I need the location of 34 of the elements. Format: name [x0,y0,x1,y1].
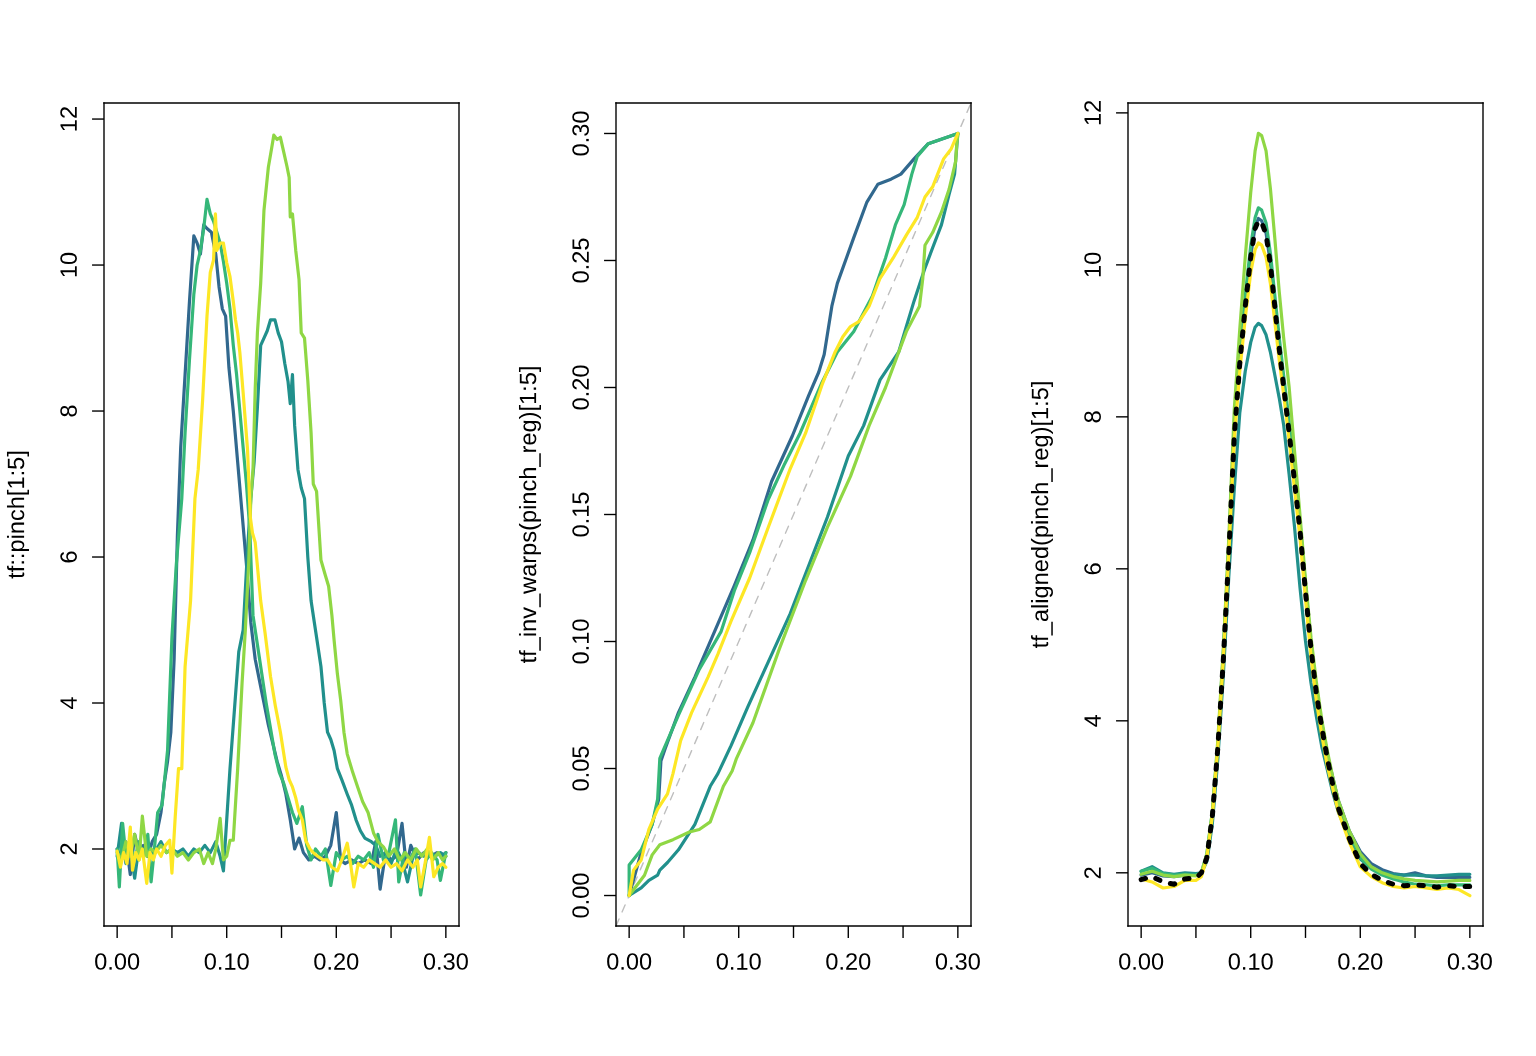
y-tick-label: 10 [60,252,77,277]
y-tick-label: 0.30 [572,111,589,156]
y-axis-title: tf_inv_warps(pinch_reg)[1:5] [518,367,541,664]
y-tick-label: 12 [1084,100,1101,125]
y-tick-label: 6 [60,551,77,563]
x-tick-label: 0.00 [1119,953,1164,970]
y-axis-title: tf::pinch[1:5] [6,451,29,579]
x-tick-label: 0.20 [1338,953,1383,970]
x-tick-label: 0.10 [716,953,761,970]
y-tick-label: 12 [60,107,77,131]
x-tick-label: 0.20 [314,953,359,970]
y-tick-label: 2 [1084,867,1101,879]
y-tick-label: 0.00 [572,873,589,918]
x-tick-label: 0.20 [826,953,871,970]
x-tick-label: 0.30 [935,953,980,970]
y-tick-label: 4 [1084,714,1101,727]
y-axis-title: tf_aligned(pinch_reg)[1:5] [1030,382,1053,649]
x-tick-label: 0.10 [1228,953,1273,970]
y-tick-label: 2 [60,843,77,855]
x-tick-label: 0.30 [1447,953,1492,970]
y-tick-label: 0.20 [572,365,589,410]
x-tick-label: 0.10 [204,953,249,970]
y-tick-label: 0.15 [572,492,589,537]
y-tick-label: 0.10 [572,619,589,664]
x-tick-label: 0.00 [607,953,652,970]
x-tick-label: 0.30 [423,953,468,970]
y-tick-label: 8 [1084,411,1101,423]
y-tick-label: 6 [1084,563,1101,575]
y-tick-label: 10 [1084,252,1101,277]
y-tick-label: 4 [60,697,77,710]
y-tick-label: 0.05 [572,746,589,791]
y-tick-label: 8 [60,405,77,417]
x-tick-label: 0.00 [95,953,140,970]
y-tick-label: 0.25 [572,238,589,283]
